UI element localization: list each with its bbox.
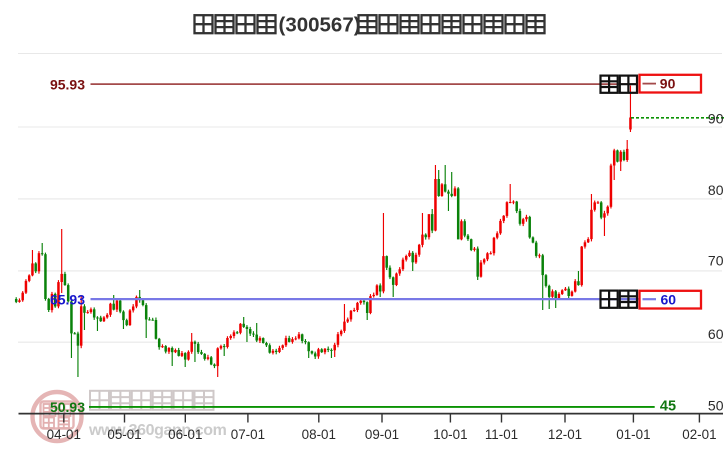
svg-text:10-01: 10-01 [433, 427, 467, 442]
svg-text:09-01: 09-01 [365, 427, 399, 442]
svg-text:(300567): (300567) [279, 14, 361, 37]
svg-text:04-01: 04-01 [47, 427, 81, 442]
svg-text:12-01: 12-01 [548, 427, 582, 442]
svg-text:07-01: 07-01 [231, 427, 265, 442]
svg-text:45: 45 [660, 399, 676, 415]
svg-text:www.360gann.com: www.360gann.com [88, 422, 227, 439]
svg-text:90: 90 [708, 111, 724, 127]
svg-text:70: 70 [708, 252, 724, 268]
svg-text:60: 60 [708, 326, 724, 342]
svg-text:60: 60 [661, 292, 677, 308]
svg-text:90: 90 [660, 76, 676, 92]
svg-text:50.93: 50.93 [50, 399, 85, 415]
svg-text:05-01: 05-01 [107, 427, 141, 442]
svg-text:01-01: 01-01 [616, 427, 650, 442]
svg-text:50: 50 [708, 397, 724, 413]
svg-text:02-01: 02-01 [682, 427, 716, 442]
svg-text:80: 80 [708, 182, 724, 198]
svg-text:65.93: 65.93 [50, 291, 85, 307]
svg-text:95.93: 95.93 [50, 76, 85, 92]
svg-text:11-01: 11-01 [485, 427, 518, 442]
svg-text:08-01: 08-01 [302, 427, 336, 442]
svg-text:06-01: 06-01 [168, 427, 202, 442]
